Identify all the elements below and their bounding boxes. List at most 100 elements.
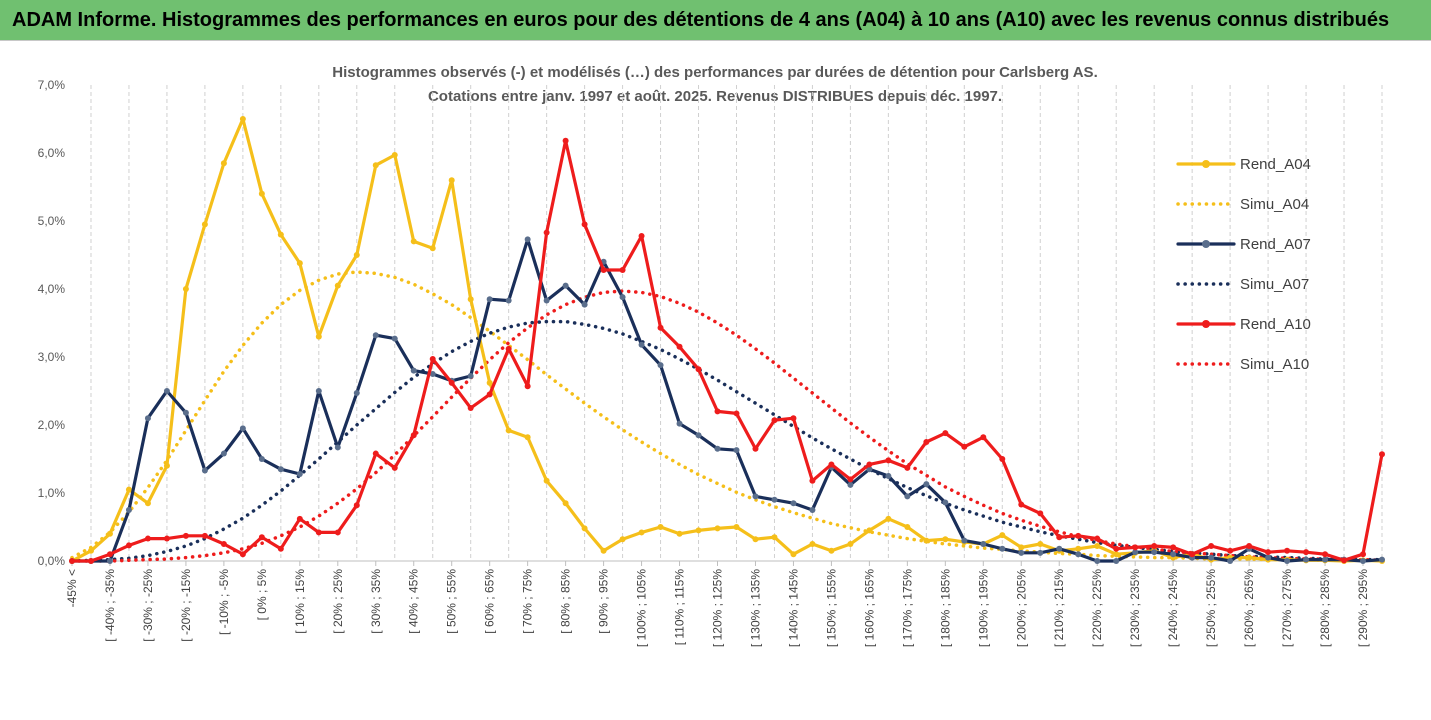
data-point-rend-a10 — [448, 379, 455, 386]
data-point-rend-a10 — [1360, 551, 1367, 558]
data-point-rend-a10 — [1094, 535, 1101, 542]
data-point-rend-a07 — [1360, 558, 1367, 564]
data-point-rend-a04 — [733, 524, 740, 530]
histogram-chart: Histogrammes observés (-) et modélisés (… — [38, 64, 1385, 647]
x-tick-label: [ 270% ; 275% — [1280, 569, 1294, 647]
data-point-rend-a07 — [1075, 551, 1082, 558]
data-point-rend-a04 — [125, 486, 132, 493]
x-tick-label: [ 50% ; 55% — [445, 569, 459, 634]
data-point-rend-a04 — [695, 527, 702, 534]
data-point-rend-a10 — [220, 541, 227, 547]
data-point-rend-a10 — [1056, 534, 1063, 541]
y-tick-label: 1,0% — [38, 486, 66, 500]
data-point-rend-a07 — [410, 367, 417, 374]
data-point-rend-a10 — [866, 461, 873, 468]
data-point-rend-a04 — [904, 524, 911, 530]
data-point-rend-a04 — [163, 462, 170, 469]
y-tick-label: 0,0% — [38, 554, 66, 568]
data-point-rend-a10 — [524, 383, 531, 390]
data-point-rend-a10 — [1189, 551, 1196, 558]
data-point-rend-a07 — [505, 297, 512, 304]
chart-title-line: Histogrammes observés (-) et modélisés (… — [332, 64, 1097, 81]
data-point-rend-a10 — [942, 430, 949, 437]
data-point-rend-a10 — [467, 405, 474, 411]
data-point-rend-a07 — [1056, 545, 1063, 552]
x-tick-label: [ 170% ; 175% — [900, 569, 914, 647]
series-line-simu-a07 — [70, 319, 1384, 563]
legend-marker-rend-a07 — [1202, 240, 1210, 248]
data-point-rend-a10 — [790, 415, 797, 422]
legend-label-rend-a10: Rend_A10 — [1240, 316, 1311, 333]
data-point-rend-a10 — [106, 551, 113, 558]
data-point-rend-a10 — [1208, 543, 1215, 550]
x-tick-label: [ 260% ; 265% — [1242, 569, 1256, 647]
data-point-rend-a10 — [1246, 543, 1253, 550]
data-point-rend-a10 — [752, 445, 759, 452]
y-tick-label: 7,0% — [38, 78, 66, 92]
data-point-rend-a07 — [486, 296, 493, 303]
x-tick-label: [ -40% ; -35% — [103, 569, 117, 642]
data-point-rend-a10 — [714, 408, 721, 415]
data-point-rend-a04 — [1037, 541, 1044, 547]
data-point-rend-a07 — [809, 507, 816, 513]
data-point-rend-a04 — [923, 537, 930, 544]
data-point-rend-a07 — [752, 493, 759, 500]
y-tick-label: 2,0% — [38, 418, 66, 432]
y-tick-label: 3,0% — [38, 350, 66, 364]
data-point-rend-a07 — [1113, 558, 1120, 564]
x-tick-label: [ 150% ; 155% — [824, 569, 838, 647]
data-point-rend-a04 — [277, 231, 284, 238]
data-point-rend-a04 — [220, 160, 227, 167]
data-point-rend-a10 — [657, 324, 664, 331]
data-point-rend-a10 — [239, 551, 246, 558]
data-point-rend-a10 — [1037, 510, 1044, 517]
x-tick-label: [ -30% ; -25% — [141, 569, 155, 642]
data-point-rend-a07 — [239, 425, 246, 432]
data-point-rend-a07 — [923, 481, 930, 488]
data-point-rend-a04 — [505, 427, 512, 434]
data-point-rend-a07 — [581, 301, 588, 308]
data-point-rend-a07 — [1018, 549, 1025, 556]
data-point-rend-a07 — [1227, 558, 1234, 564]
y-tick-label: 4,0% — [38, 282, 66, 296]
series-rend-a04 — [69, 116, 1385, 564]
data-point-rend-a07 — [125, 507, 132, 513]
data-point-rend-a10 — [1284, 547, 1291, 554]
data-point-rend-a07 — [353, 390, 360, 397]
data-point-rend-a04 — [524, 434, 531, 441]
data-point-rend-a07 — [1132, 549, 1139, 556]
data-point-rend-a07 — [315, 388, 322, 394]
data-point-rend-a07 — [220, 450, 227, 457]
data-point-rend-a04 — [771, 534, 778, 541]
data-point-rend-a10 — [809, 477, 816, 484]
data-point-rend-a07 — [182, 409, 189, 416]
series-line-simu-a10 — [70, 289, 1384, 563]
data-point-rend-a10 — [1227, 547, 1234, 554]
legend-label-simu-a07: Simu_A07 — [1240, 276, 1309, 293]
data-point-rend-a04 — [144, 500, 151, 507]
data-point-rend-a10 — [904, 464, 911, 471]
legend-label-simu-a04: Simu_A04 — [1240, 196, 1309, 213]
data-point-rend-a07 — [391, 335, 398, 342]
x-tick-label: [ 280% ; 285% — [1318, 569, 1332, 647]
x-tick-label: [ 200% ; 205% — [1014, 569, 1028, 647]
data-point-rend-a07 — [163, 388, 170, 394]
data-point-rend-a10 — [1265, 549, 1272, 556]
data-point-rend-a04 — [1075, 545, 1082, 552]
data-point-rend-a04 — [353, 252, 360, 258]
data-point-rend-a04 — [847, 541, 854, 547]
data-point-rend-a04 — [752, 536, 759, 543]
x-tick-label: [ 20% ; 25% — [331, 569, 345, 634]
data-point-rend-a04 — [562, 500, 569, 507]
chart-title-line: Cotations entre janv. 1997 et août. 2025… — [428, 88, 1002, 105]
data-point-rend-a07 — [144, 415, 151, 422]
data-point-rend-a07 — [1322, 556, 1329, 563]
data-point-rend-a10 — [1341, 557, 1348, 564]
data-point-rend-a07 — [885, 473, 892, 479]
data-point-rend-a07 — [1151, 549, 1158, 556]
data-point-rend-a10 — [695, 366, 702, 373]
data-point-rend-a10 — [600, 266, 607, 273]
series-simu-a10 — [70, 289, 1384, 563]
x-tick-label: [ 110% ; 115% — [673, 569, 687, 646]
y-tick-label: 6,0% — [38, 146, 66, 160]
